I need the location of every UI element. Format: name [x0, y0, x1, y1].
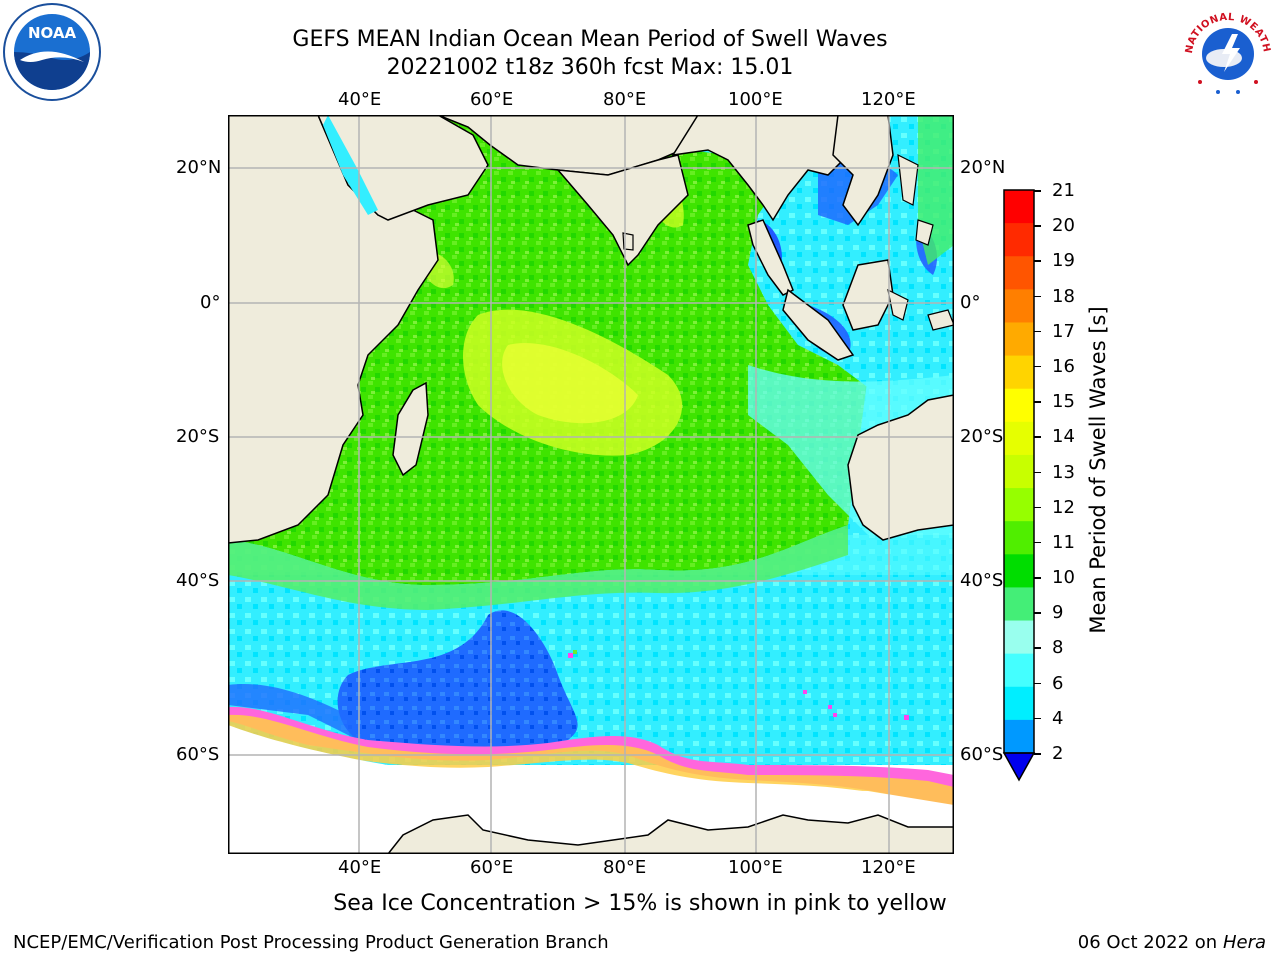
colorbar-tick-label: 2 — [1052, 743, 1064, 764]
colorbar-tick-mark — [1034, 330, 1041, 333]
colorbar-tick-label: 9 — [1052, 602, 1064, 624]
colorbar-tick-label: 12 — [1052, 496, 1075, 518]
lat-tick-right-20s: 20°S — [960, 426, 1004, 447]
colorbar-tick-mark — [1034, 682, 1041, 685]
map-frame — [228, 115, 954, 854]
colorbar-swatch — [1004, 719, 1034, 754]
colorbar-swatch — [1004, 488, 1034, 522]
lat-tick-right-0: 0° — [960, 292, 981, 313]
map-panel — [228, 115, 954, 854]
nws-logo: NATIONAL WEATHER SERVICE — [1174, 0, 1278, 102]
colorbar-tick-mark — [1034, 190, 1041, 192]
lat-tick-right-20n: 20°N — [960, 157, 1006, 178]
lon-tick-bottom-60e: 60°E — [470, 857, 514, 878]
colorbar-ticks: 21 20 19 18 17 16 15 14 13 12 11 10 9 8 6 4 2 — [1034, 180, 1102, 780]
colorbar-swatch — [1004, 190, 1034, 224]
colorbar-tick-mark — [1034, 717, 1041, 720]
colorbar-swatch — [1004, 322, 1034, 357]
chart-title-line1: GEFS MEAN Indian Ocean Mean Period of Sw… — [292, 27, 888, 52]
colorbar-tick-label: 20 — [1052, 215, 1075, 237]
lat-tick-left-20s: 20°S — [176, 426, 220, 447]
colorbar-tick-mark — [1034, 401, 1041, 403]
colorbar-swatch — [1004, 355, 1034, 390]
colorbar-tick-label: 10 — [1052, 567, 1075, 589]
noaa-logo-text: NOAA — [28, 24, 77, 42]
footer-credit: NCEP/EMC/Verification Post Processing Pr… — [13, 932, 609, 953]
colorbar-tick-label: 15 — [1052, 391, 1075, 413]
colorbar-tick-mark — [1034, 436, 1041, 438]
lon-tick-top-40e: 40°E — [338, 89, 382, 110]
lat-tick-right-60s: 60°S — [960, 744, 1004, 765]
colorbar-swatch — [1004, 454, 1034, 489]
colorbar-tick-label: 19 — [1052, 250, 1075, 272]
colorbar-tick-label: 11 — [1052, 531, 1075, 553]
map-gridlines — [228, 115, 954, 854]
colorbar-tick-label: 18 — [1052, 285, 1075, 307]
colorbar-swatch — [1004, 388, 1034, 423]
noaa-logo: NOAA — [2, 2, 102, 102]
lon-tick-bottom-40e: 40°E — [338, 857, 382, 878]
colorbar-tick-label: 17 — [1052, 320, 1075, 342]
lon-tick-top-60e: 60°E — [470, 89, 514, 110]
lon-tick-bottom-100e: 100°E — [728, 857, 783, 878]
colorbar-swatch — [1004, 653, 1034, 688]
colorbar-tick-mark — [1034, 295, 1041, 298]
lon-tick-top-120e: 120°E — [861, 89, 916, 110]
colorbar-tick-mark — [1034, 647, 1041, 649]
colorbar-tick-mark — [1034, 260, 1041, 262]
colorbar-swatch — [1004, 620, 1034, 655]
lat-tick-left-40s: 40°S — [176, 570, 220, 591]
lat-tick-right-40s: 40°S — [960, 570, 1004, 591]
colorbar — [1000, 185, 1050, 785]
colorbar-swatch — [1004, 223, 1034, 257]
colorbar-swatch — [1004, 587, 1034, 622]
colorbar-swatch — [1004, 256, 1034, 290]
colorbar-tick-label: 6 — [1052, 672, 1064, 694]
footer-date-text: 06 Oct 2022 on — [1077, 932, 1223, 953]
lat-tick-left-0: 0° — [200, 292, 221, 313]
colorbar-tick-label: 4 — [1052, 707, 1064, 729]
footer-date: 06 Oct 2022 on Hera — [1078, 932, 1266, 953]
lon-tick-bottom-120e: 120°E — [861, 857, 916, 878]
colorbar-tick-label: 14 — [1052, 426, 1075, 448]
colorbar-tick-mark — [1034, 577, 1041, 579]
colorbar-tick-mark — [1034, 506, 1041, 509]
colorbar-tick-mark — [1034, 471, 1041, 473]
colorbar-swatches — [1002, 189, 1036, 782]
lat-tick-left-60s: 60°S — [176, 744, 220, 765]
colorbar-tick-mark — [1034, 753, 1041, 755]
colorbar-tick-mark — [1034, 365, 1041, 368]
swell-period-map — [228, 115, 954, 854]
lon-tick-bottom-80e: 80°E — [603, 857, 647, 878]
colorbar-extend-triangle — [1002, 752, 1036, 782]
colorbar-tick-mark — [1034, 225, 1041, 227]
colorbar-tick-label: 8 — [1052, 637, 1064, 659]
footer-machine: Hera — [1222, 932, 1266, 953]
chart-title-line2: 20221002 t18z 360h fcst Max: 15.01 — [386, 55, 794, 80]
lon-tick-top-80e: 80°E — [603, 89, 647, 110]
colorbar-tick-mark — [1034, 541, 1041, 544]
colorbar-tick-label: 21 — [1052, 180, 1075, 201]
colorbar-swatch — [1004, 289, 1034, 323]
colorbar-tick-label: 13 — [1052, 461, 1075, 483]
sea-ice-caption: Sea Ice Concentration > 15% is shown in … — [333, 891, 947, 916]
colorbar-swatch — [1004, 521, 1034, 555]
colorbar-swatch — [1004, 554, 1034, 588]
lon-tick-top-100e: 100°E — [728, 89, 783, 110]
colorbar-swatch — [1004, 421, 1034, 456]
lat-tick-left-20n: 20°N — [176, 157, 222, 178]
colorbar-tick-label: 16 — [1052, 355, 1075, 377]
colorbar-swatch — [1004, 686, 1034, 721]
colorbar-tick-mark — [1034, 612, 1041, 614]
colorbar-label: Mean Period of Swell Waves [s] — [1086, 306, 1110, 634]
